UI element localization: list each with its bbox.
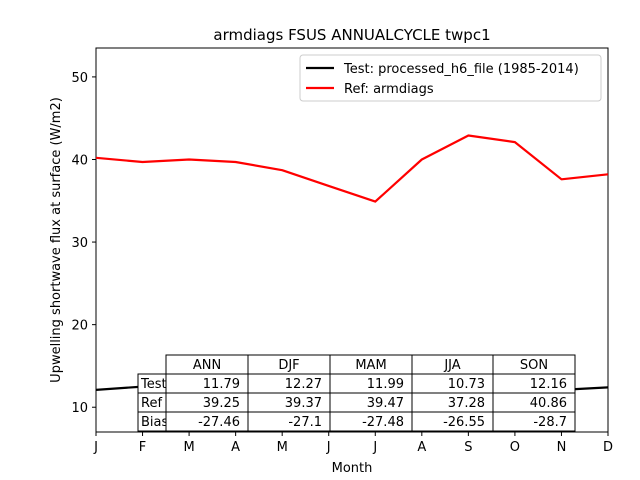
table-row-label: Ref xyxy=(141,396,162,411)
table-cell-value: -27.48 xyxy=(362,415,404,430)
table-header-label: DJF xyxy=(278,358,299,373)
table-cell-value: 39.47 xyxy=(367,396,404,411)
table-cell-value: 11.79 xyxy=(203,377,240,392)
table-cell-value: 39.37 xyxy=(285,396,322,411)
x-tick-label: M xyxy=(183,440,194,455)
table-cell-value: -28.7 xyxy=(533,415,567,430)
x-tick-label: S xyxy=(464,440,472,455)
table-cell-value: 12.16 xyxy=(530,377,567,392)
axes-frame xyxy=(95,47,609,433)
legend-label: Test: processed_h6_file (1985-2014) xyxy=(343,62,579,77)
x-tick-label: J xyxy=(93,440,98,455)
table-row-label: Test xyxy=(140,377,167,392)
table-cell-value: 11.99 xyxy=(367,377,404,392)
y-axis-label: Upwelling shortwave flux at surface (W/m… xyxy=(49,97,64,383)
y-tick-label: 40 xyxy=(71,153,88,168)
x-tick-label: A xyxy=(417,440,426,455)
table-cell-value: -26.55 xyxy=(443,415,485,430)
table-header-label: MAM xyxy=(355,358,386,373)
x-tick-label: D xyxy=(603,440,613,455)
table-header-label: ANN xyxy=(193,358,221,373)
table-cell-value: 40.86 xyxy=(530,396,567,411)
x-tick-label: O xyxy=(510,440,520,455)
y-tick-label: 10 xyxy=(71,401,88,416)
x-tick-label: M xyxy=(277,440,288,455)
table-row-label: Bias xyxy=(141,415,168,430)
table-header-label: SON xyxy=(520,358,548,373)
legend-box xyxy=(299,54,602,102)
table-header-label: JJA xyxy=(443,358,460,373)
table-cell-value: 37.28 xyxy=(448,396,485,411)
chart-title: armdiags FSUS ANNUALCYCLE twpc1 xyxy=(213,26,490,44)
x-tick-label: J xyxy=(372,440,377,455)
x-tick-label: A xyxy=(231,440,240,455)
table-cell-value: -27.1 xyxy=(288,415,322,430)
legend-label: Ref: armdiags xyxy=(344,82,434,97)
table-cell-value: 39.25 xyxy=(203,396,240,411)
table-cell-value: 10.73 xyxy=(448,377,485,392)
y-tick-label: 20 xyxy=(71,319,88,334)
table-cell xyxy=(492,411,576,432)
x-tick-label: N xyxy=(557,440,567,455)
x-tick-label: J xyxy=(326,440,331,455)
x-axis-label: Month xyxy=(332,461,373,476)
y-tick-label: 30 xyxy=(71,236,88,251)
x-tick-label: F xyxy=(139,440,146,455)
series-line-ref xyxy=(95,134,609,203)
table-cell-value: -27.46 xyxy=(198,415,240,430)
table-cell-value: 12.27 xyxy=(285,377,322,392)
y-tick-label: 50 xyxy=(71,71,88,86)
